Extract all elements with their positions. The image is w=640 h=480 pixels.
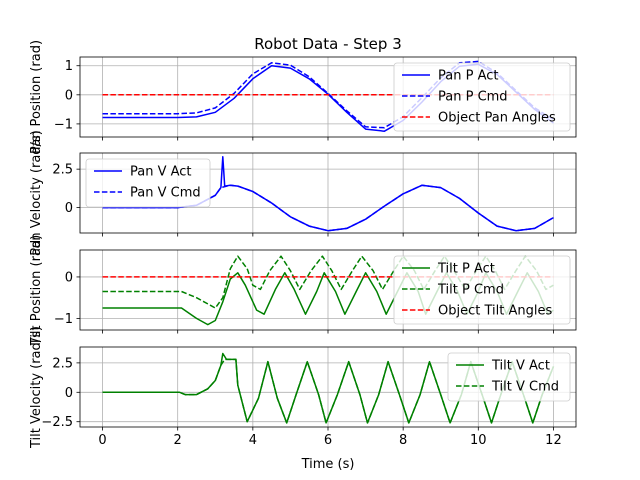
y-tick-label-1: 1 — [65, 59, 73, 74]
x-tick-label-12: 12 — [545, 433, 562, 448]
legend-label-pan-v-act: Pan V Act — [130, 165, 192, 180]
series-line-pan-v-cmd — [102, 184, 554, 232]
x-tick-label-4: 4 — [249, 433, 257, 448]
legend-tilt-velocity: Tilt V Act Tilt V Cmd — [447, 352, 571, 402]
y-axis-label-pan-velocity: Pan Velocity (rad/s) — [29, 130, 44, 256]
legend-box — [393, 255, 571, 325]
y-tick-label--1: −1 — [54, 312, 73, 327]
legend-pan-velocity: Pan V Act Pan V Cmd — [85, 158, 211, 208]
y-tick-label-0: 0 — [65, 386, 73, 401]
x-tick-label-2: 2 — [174, 433, 182, 448]
legend-label-object-pan-angles: Object Pan Angles — [438, 111, 556, 126]
chart-panels: −1 0 1 Pan Position (rad) Pan P Act Pan P Cmd… — [29, 40, 577, 449]
y-axis-label-tilt-position: Tilt Position (rad) — [29, 235, 44, 346]
x-axis-label: Time (s) — [301, 457, 355, 472]
y-tick-label--1: −1 — [54, 117, 73, 132]
legend-tilt-position: Tilt P Act Tilt P Cmd Object Tilt Angles — [393, 255, 571, 325]
panel-tilt-velocity: 0 2 4 6 8 10 12 −2.5 0 2.5 Tilt Velocity (rad/s) Ti… — [29, 326, 577, 449]
legend-pan-position: Pan P Act Pan P Cmd Object Pan Angles — [393, 62, 571, 132]
legend-box — [393, 62, 571, 132]
legend-label-tilt-v-cmd: Tilt V Cmd — [491, 380, 559, 395]
legend-label-tilt-p-cmd: Tilt P Cmd — [437, 283, 504, 298]
legend-label-pan-p-cmd: Pan P Cmd — [438, 90, 508, 105]
y-axis-label-tilt-velocity: Tilt Velocity (rad/s) — [29, 326, 44, 449]
legend-label-tilt-p-act: Tilt P Act — [437, 262, 495, 277]
legend-label-pan-p-act: Pan P Act — [438, 69, 498, 84]
panel-tilt-position: −1 0 Tilt Position (rad) Tilt P Act Tilt P C… — [29, 235, 577, 346]
legend-label-tilt-v-act: Tilt V Act — [491, 359, 550, 374]
y-tick-label-2.5: 2.5 — [52, 163, 73, 178]
y-axis-label-pan-position: Pan Position (rad) — [29, 40, 44, 154]
chart-title: Robot Data - Step 3 — [254, 35, 402, 53]
x-tick-label-6: 6 — [324, 433, 332, 448]
y-tick-label-2.5: 2.5 — [52, 356, 73, 371]
x-tick-label-10: 10 — [470, 433, 487, 448]
y-tick-label-0: 0 — [65, 270, 73, 285]
panel-pan-velocity: 0 2.5 Pan Velocity (rad/s) Pan V Act Pan V C… — [29, 130, 577, 256]
y-tick-label-0: 0 — [65, 88, 73, 103]
x-tick-label-8: 8 — [399, 433, 407, 448]
legend-label-object-tilt-angles: Object Tilt Angles — [438, 304, 552, 319]
y-tick-label-0: 0 — [65, 201, 73, 216]
x-tick-label-0: 0 — [98, 433, 106, 448]
panel-pan-position: −1 0 1 Pan Position (rad) Pan P Act Pan P Cmd… — [29, 40, 577, 154]
y-tick-label--2.5: −2.5 — [41, 415, 73, 430]
legend-label-pan-v-cmd: Pan V Cmd — [130, 186, 201, 201]
